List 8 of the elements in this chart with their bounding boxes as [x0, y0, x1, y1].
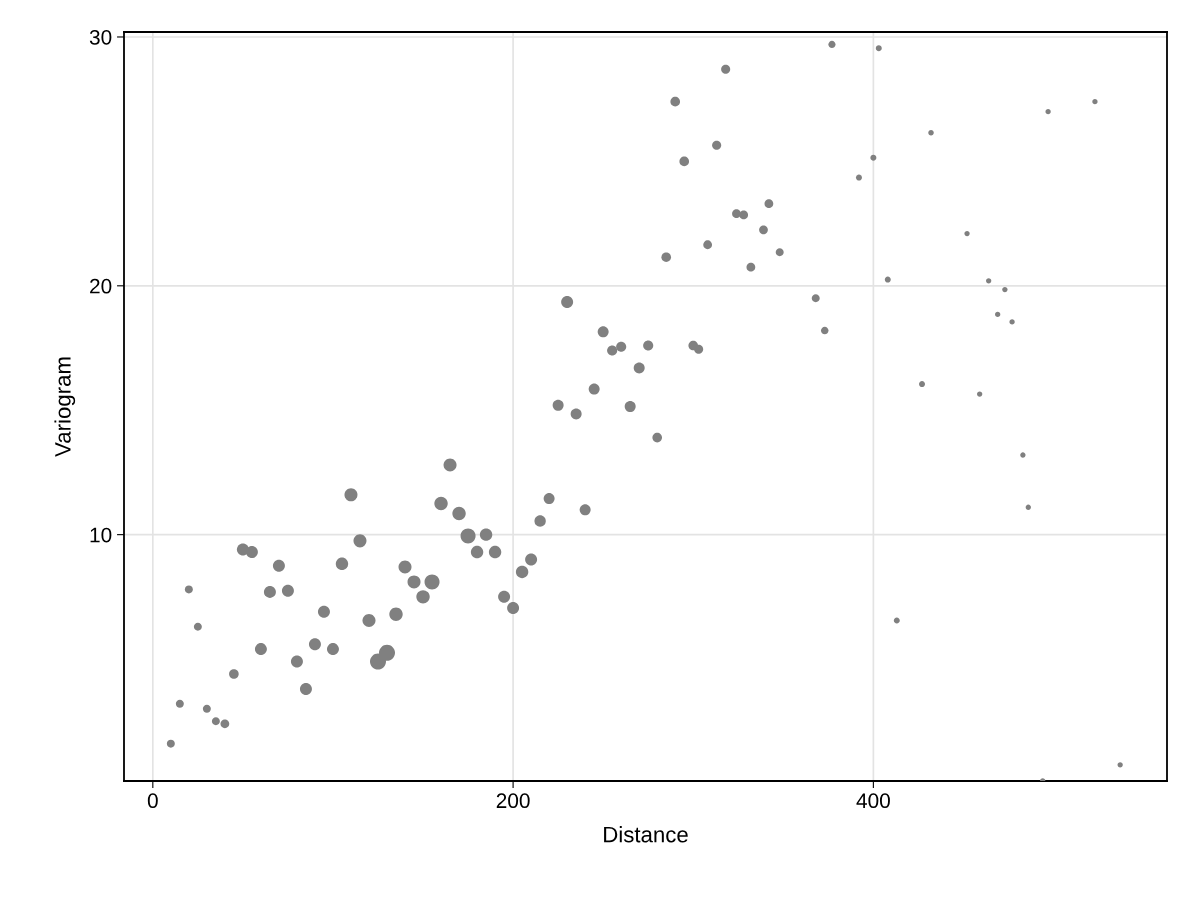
x-tick-label: 400 — [856, 793, 890, 809]
y-tick-label: 30 — [89, 29, 112, 45]
x-tick-label: 0 — [147, 793, 158, 809]
x-tick-label: 200 — [496, 793, 530, 809]
y-axis-title: Variogram — [54, 357, 76, 457]
y-tick-label: 20 — [90, 278, 112, 294]
y-tick-label: 10 — [90, 527, 112, 543]
x-axis-title: Distance — [604, 826, 688, 843]
